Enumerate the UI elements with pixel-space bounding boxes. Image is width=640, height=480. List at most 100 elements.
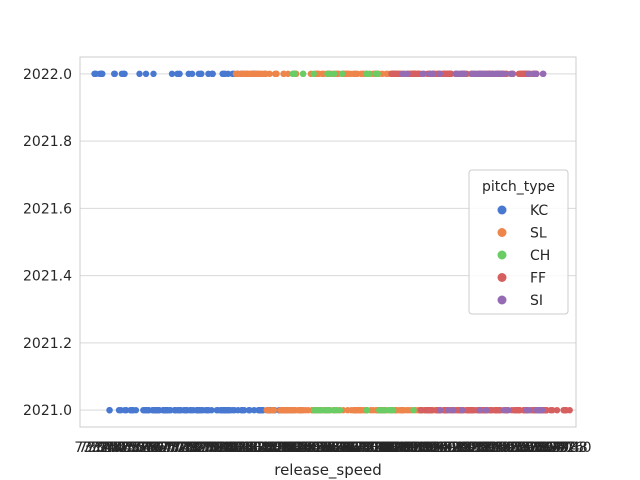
point-sl [273,70,280,78]
legend-marker-ff [497,273,507,282]
point-sl [286,406,294,414]
point-si [505,406,512,414]
x-tick-label: 81.0 [230,440,261,456]
x-tick-label: 80.8 [226,440,257,456]
point-ff [467,406,474,414]
point-kc [182,406,189,414]
x-tick-label: 79.6 [203,440,234,456]
point-kc [209,70,216,78]
x-tick-label: 95.8 [518,440,549,456]
legend-title: pitch_type [482,179,555,195]
x-tick-label: 96.6 [533,440,564,456]
y-tick-label: 2022.0 [23,67,72,83]
point-sl [344,70,351,78]
x-tick-label: 95.2 [506,440,537,456]
point-ch [336,406,344,414]
legend-marker-si [497,295,507,305]
x-tick-label: 81.6 [242,440,273,456]
point-si [540,70,547,78]
point-si [399,70,406,78]
x-tick-label: 89.0 [385,440,416,456]
x-tick-label: 90.4 [413,440,444,456]
point-ch [381,406,388,414]
x-tick-label: 87.8 [362,440,393,456]
x-tick-label: 77.6 [164,440,195,456]
x-tick-label: 75.0 [113,440,144,456]
x-tick-label: 74.8 [109,440,140,456]
x-tick-label: 82.2 [253,440,284,456]
point-si [476,406,483,414]
x-tick-label: 76.2 [137,440,168,456]
x-tick-label: 96.0 [522,440,553,456]
x-tick-label: 85.2 [312,440,343,456]
x-tick-label: 85.8 [323,440,354,456]
point-sl [264,406,271,414]
point-sl [280,70,288,78]
x-tick-label: 91.0 [424,440,455,456]
x-tick-label: 86.6 [339,440,370,456]
x-tick-label: 74.0 [94,440,125,456]
y-tick-label: 2021.8 [23,134,72,150]
point-ch [410,406,417,414]
point-ff [446,70,454,78]
x-tick-label: 94.8 [498,440,529,456]
x-tick-label: 78.2 [176,440,207,456]
legend-marker-sl [497,228,507,237]
point-kc [115,406,123,414]
x-tick-label: 83.2 [273,440,304,456]
point-si [509,70,516,78]
x-tick-labels: 73.073.273.473.673.874.074.274.474.674.8… [74,440,591,456]
x-tick-label: 84.6 [300,440,331,456]
x-tick-label: 76.6 [144,440,175,456]
point-kc [213,406,220,414]
point-kc [195,70,203,78]
point-ff [512,406,519,414]
point-kc [98,70,105,78]
point-ch [299,70,307,78]
x-tick-label: 87.2 [350,440,381,456]
x-tick-label: 97.8 [557,440,588,456]
point-ch [363,406,370,414]
x-tick-label: 88.6 [378,440,409,456]
x-tick-label: 93.4 [471,440,502,456]
x-tick-label: 75.4 [121,440,152,456]
point-ch [289,70,296,78]
point-kc [111,70,119,78]
x-tick-label: 87.6 [358,440,389,456]
x-tick-label: 76.4 [141,440,172,456]
x-tick-label: 78.4 [179,440,210,456]
point-kc [92,70,100,78]
x-tick-label: 90.0 [405,440,436,456]
x-tick-label: 90.2 [409,440,440,456]
x-tick-label: 90.8 [420,440,451,456]
point-kc [188,406,195,414]
x-tick-label: 97.2 [545,440,576,456]
x-tick-label: 76.8 [148,440,179,456]
data-points [91,70,573,414]
x-tick-label: 92.0 [444,440,475,456]
x-tick-label: 78.0 [172,440,203,456]
point-sl [256,70,264,78]
point-ff [425,406,432,414]
point-kc [153,406,161,414]
x-tick-label: 94.6 [494,440,525,456]
point-ch [310,70,317,78]
x-tick-label: 75.6 [125,440,156,456]
x-tick-label: 74.2 [98,440,129,456]
x-tick-label: 79.0 [191,440,222,456]
point-si [486,70,493,78]
x-tick-label: 92.2 [448,440,479,456]
x-tick-label: 96.2 [525,440,556,456]
point-si [437,406,444,414]
x-tick-label: 86.2 [331,440,362,456]
x-tick-label: 91.4 [432,440,463,456]
point-ff [566,406,573,414]
y-tick-label: 2021.0 [23,403,72,419]
point-kc [166,406,174,414]
point-kc [142,406,149,414]
legend-box [468,169,569,315]
x-tick-label: 89.4 [393,440,424,456]
point-ch [314,406,321,414]
x-tick-label: 79.4 [199,440,230,456]
